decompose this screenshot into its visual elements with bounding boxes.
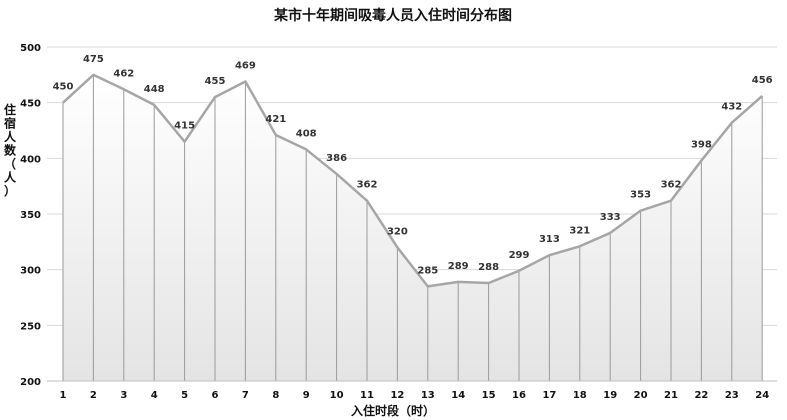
y-tick-450: 450 — [20, 99, 41, 110]
x-tick-13: 13 — [421, 390, 435, 401]
x-tick-10: 10 — [330, 390, 344, 401]
x-axis-title: 入住时段（时） — [351, 403, 435, 418]
y-tick-350: 350 — [20, 210, 41, 221]
area-fill — [63, 74, 763, 381]
data-label-23: 432 — [721, 102, 742, 113]
y-axis-title-char: 宿 — [4, 116, 16, 131]
x-tick-23: 23 — [725, 390, 739, 401]
data-label-6: 455 — [205, 76, 226, 87]
x-tick-12: 12 — [390, 390, 404, 401]
data-label-14: 289 — [448, 261, 469, 272]
data-label-17: 313 — [539, 234, 560, 245]
x-tick-9: 9 — [303, 390, 310, 401]
x-tick-17: 17 — [542, 390, 556, 401]
x-tick-22: 22 — [694, 390, 708, 401]
chart-title: 某市十年期间吸毒人员入住时间分布图 — [274, 7, 512, 24]
data-label-3: 462 — [113, 68, 134, 79]
x-tick-11: 11 — [360, 390, 374, 401]
y-tick-400: 400 — [20, 154, 41, 165]
drop-lines — [62, 74, 763, 381]
x-tick-3: 3 — [120, 390, 127, 401]
area-shape — [63, 74, 763, 381]
x-tick-20: 20 — [634, 390, 648, 401]
data-label-7: 469 — [235, 61, 256, 72]
data-label-20: 353 — [630, 190, 651, 201]
data-label-15: 288 — [478, 262, 499, 273]
data-label-12: 320 — [387, 226, 408, 237]
data-label-24: 456 — [752, 75, 773, 86]
x-tick-2: 2 — [90, 390, 97, 401]
data-label-21: 362 — [661, 180, 682, 191]
data-label-1: 450 — [53, 82, 74, 93]
series-line — [62, 73, 764, 288]
y-tick-500: 500 — [20, 43, 41, 54]
data-label-4: 448 — [144, 84, 165, 95]
y-tick-200: 200 — [20, 377, 41, 388]
x-tick-5: 5 — [181, 390, 188, 401]
data-label-9: 408 — [296, 128, 317, 139]
x-tick-6: 6 — [212, 390, 219, 401]
data-label-19: 333 — [600, 212, 621, 223]
data-label-18: 321 — [569, 225, 590, 236]
y-axis-title-char: 住 — [4, 102, 16, 117]
x-tick-21: 21 — [664, 390, 678, 401]
x-tick-8: 8 — [272, 390, 279, 401]
y-axis-title-char: ） — [4, 183, 16, 198]
data-label-2: 475 — [83, 54, 104, 65]
x-tick-labels: 1 2 3 4 5 6 7 8 9 10 11 12 13 14 15 16 17 18 19 20 21 22 23 24 — [60, 390, 770, 401]
y-axis-title-char: 人 — [4, 129, 17, 144]
data-label-11: 362 — [357, 180, 378, 191]
data-labels: 450 475 462 448 415 455 469 421 408 386 362 320 285 2… — [53, 54, 773, 277]
x-tick-14: 14 — [451, 390, 465, 401]
x-tick-7: 7 — [242, 390, 249, 401]
x-tick-16: 16 — [512, 390, 526, 401]
x-tick-24: 24 — [755, 390, 769, 401]
data-label-10: 386 — [326, 153, 347, 164]
data-label-16: 299 — [509, 250, 530, 261]
y-tick-250: 250 — [20, 321, 41, 332]
x-tick-18: 18 — [573, 390, 587, 401]
y-axis-title-char: 数 — [4, 143, 17, 158]
y-axis-title-char: 人 — [4, 170, 17, 185]
x-tick-15: 15 — [482, 390, 496, 401]
data-label-8: 421 — [265, 114, 286, 125]
x-tick-1: 1 — [60, 390, 67, 401]
data-label-13: 285 — [417, 265, 438, 276]
x-tick-19: 19 — [603, 390, 617, 401]
data-label-5: 415 — [174, 121, 195, 132]
x-tick-4: 4 — [151, 390, 158, 401]
data-label-22: 398 — [691, 140, 712, 151]
y-tick-labels: 200 250 300 350 400 450 500 — [20, 43, 41, 388]
y-axis-title-char: （ — [4, 156, 16, 171]
y-tick-300: 300 — [20, 266, 41, 277]
series-line-group — [62, 73, 764, 288]
